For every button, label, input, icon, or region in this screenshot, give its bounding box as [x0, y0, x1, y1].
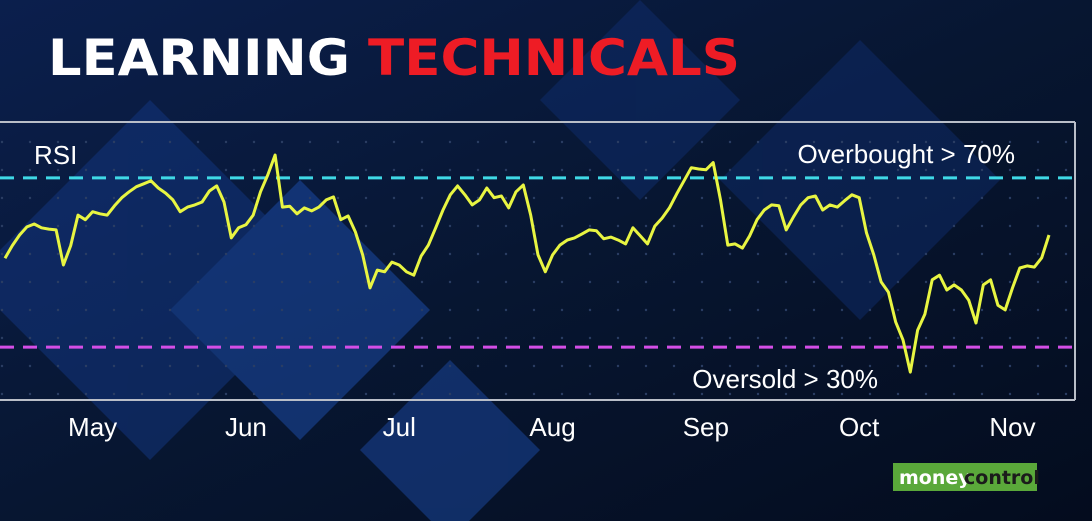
series-label: RSI: [34, 140, 77, 170]
logo: money control: [893, 463, 1040, 491]
x-tick-label: May: [68, 412, 117, 442]
x-tick-label: Nov: [989, 412, 1035, 442]
x-tick-label: Jul: [383, 412, 416, 442]
x-tick-label: Oct: [839, 412, 880, 442]
title: LEARNING: [48, 29, 350, 87]
x-tick-label: Jun: [225, 412, 267, 442]
dot-grid: [0, 122, 1075, 400]
reference-label: Overbought > 70%: [797, 139, 1015, 169]
reference-label: Oversold > 30%: [692, 364, 878, 394]
logo-right: control: [964, 467, 1040, 489]
logo-box: [893, 463, 1037, 491]
x-tick-label: Aug: [529, 412, 575, 442]
x-tick-label: Sep: [683, 412, 729, 442]
title-highlight: TECHNICALS: [368, 29, 740, 87]
rsi-line: [3, 153, 1051, 374]
logo-left: money: [899, 467, 971, 489]
